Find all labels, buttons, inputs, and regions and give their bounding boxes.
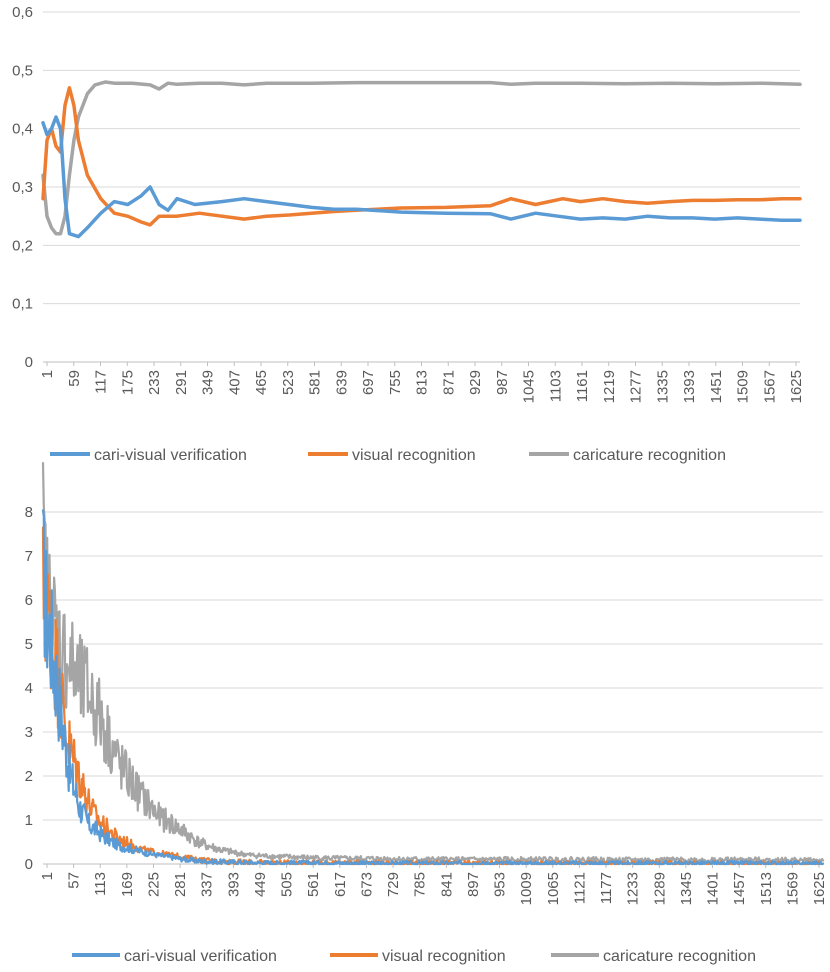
x-tick-label: 1451 [708,370,725,403]
x-tick-label: 1121 [571,872,588,904]
x-tick-label: 113 [92,872,109,896]
x-tick-label: 729 [385,872,402,897]
series-line-2 [41,86,802,227]
x-tick-label: 449 [252,872,269,897]
y-tick-label: 1 [25,812,33,829]
x-tick-label: 1625 [811,872,828,905]
x-tick-label: 281 [172,872,189,897]
x-tick-label: 697 [360,370,377,395]
x-tick-label: 117 [93,370,110,394]
x-tick-label: 1567 [761,370,778,403]
x-tick-label: 1 [39,370,56,378]
x-tick-label: 1513 [758,872,775,905]
x-tick-label: 175 [119,370,136,395]
x-tick-label: 393 [225,872,242,897]
x-tick-label: 1335 [654,370,671,403]
legend-label: cari-visual verification [94,447,247,464]
x-tick-label: 1 [39,872,56,880]
y-tick-label: 0,6 [12,4,33,21]
x-tick-label: 929 [467,370,484,395]
y-tick-label: 5 [25,636,33,653]
x-tick-label: 987 [494,370,511,395]
x-tick-label: 1045 [521,370,538,403]
x-tick-label: 1393 [681,370,698,403]
y-tick-label: 0,4 [12,121,33,138]
x-tick-label: 57 [66,872,83,889]
x-tick-label: 1065 [545,872,562,905]
x-tick-label: 291 [173,370,190,395]
x-tick-label: 407 [226,370,243,395]
x-tick-label: 1401 [705,872,722,905]
x-tick-label: 561 [305,872,322,897]
series-line-1 [41,509,825,866]
x-tick-label: 1569 [784,872,801,905]
x-tick-label: 1161 [574,370,591,402]
x-tick-label: 813 [414,370,431,395]
x-tick-label: 1103 [547,370,564,402]
x-tick-label: 755 [387,370,404,395]
y-tick-label: 8 [25,504,33,521]
legend-label: visual recognition [382,948,506,965]
x-tick-label: 871 [440,370,457,395]
x-tick-label: 523 [280,370,297,395]
y-tick-label: 2 [25,768,33,785]
x-tick-label: 233 [146,370,163,395]
x-tick-label: 617 [332,872,349,897]
x-tick-label: 673 [358,872,375,897]
x-tick-label: 1625 [788,370,805,403]
series-line-1 [41,115,802,239]
y-tick-label: 0,2 [12,237,33,254]
y-tick-label: 4 [25,680,33,697]
x-tick-label: 505 [279,872,296,897]
y-tick-label: 0 [25,354,33,371]
series-line-3 [41,80,802,236]
y-tick-label: 0,5 [12,62,33,79]
x-tick-label: 953 [492,872,509,897]
x-tick-label: 349 [200,370,217,395]
y-tick-label: 0,1 [12,296,33,313]
x-tick-label: 1345 [678,872,695,905]
x-tick-label: 897 [465,872,482,897]
x-tick-label: 841 [438,872,455,897]
x-tick-label: 1509 [735,370,752,403]
x-tick-label: 1219 [601,370,618,403]
x-tick-label: 225 [145,872,162,897]
legend-label: caricature recognition [603,948,756,965]
x-tick-label: 639 [333,370,350,395]
legend-label: visual recognition [352,447,476,464]
x-tick-label: 581 [307,370,324,395]
x-tick-label: 1009 [518,872,535,905]
y-tick-label: 0,3 [12,179,33,196]
x-tick-label: 1277 [628,370,645,403]
y-tick-label: 3 [25,724,33,741]
y-tick-label: 7 [25,548,33,565]
x-tick-label: 59 [66,370,83,387]
x-tick-label: 1233 [625,872,642,905]
series-line-3 [41,462,825,864]
x-tick-label: 1289 [651,872,668,905]
chart-1: 0 0,1 0,2 0,3 0,4 0,5 0,6 1 59 117 175 233 291 349 407… [12,4,805,464]
legend-label: cari-visual verification [124,948,277,965]
legend-label: caricature recognition [573,447,726,464]
y-tick-label: 0 [25,856,33,873]
x-tick-label: 785 [412,872,429,897]
x-tick-label: 1457 [731,872,748,905]
x-tick-label: 465 [253,370,270,395]
x-tick-label: 169 [119,872,136,897]
y-tick-label: 6 [25,592,33,609]
x-tick-label: 337 [199,872,216,897]
x-tick-label: 1177 [598,872,615,904]
